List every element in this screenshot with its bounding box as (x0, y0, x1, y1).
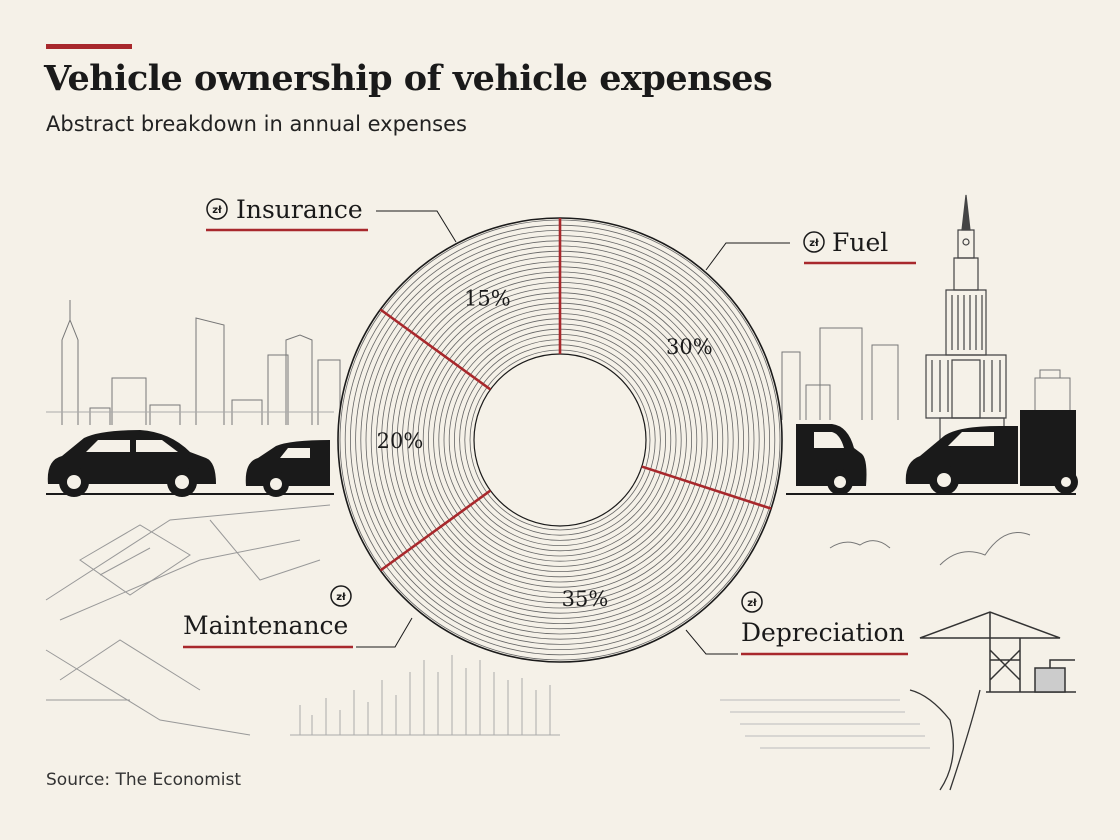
value-label-maintenance: 20% (377, 429, 424, 453)
currency-icon: zł (741, 591, 763, 613)
left-skyline-illustration (46, 300, 341, 425)
fuel-leader-line (705, 242, 790, 271)
fuel-label-group: zł Fuel (705, 228, 916, 271)
currency-icon: zł (330, 585, 352, 607)
svg-text:zł: zł (336, 592, 346, 603)
coastline-illustration (909, 689, 981, 791)
value-label-insurance: 15% (464, 286, 511, 310)
insurance-leader-line (376, 210, 457, 243)
maintenance-label-group: zł Maintenance (183, 585, 413, 649)
source-note: Source: The Economist (46, 770, 242, 790)
car-icon-left-2 (245, 440, 330, 497)
maintenance-leader-line (356, 617, 413, 648)
truck-icon (1020, 410, 1078, 494)
svg-text:zł: zł (809, 238, 819, 249)
depreciation-label-group: zł Depreciation (685, 591, 908, 656)
insurance-label: Insurance (236, 195, 363, 224)
segment-divider-insurance (379, 308, 492, 391)
value-label-depreciation: 35% (562, 587, 609, 611)
currency-icon: zł (206, 198, 228, 220)
port-crane-icon (919, 611, 1076, 693)
depreciation-leader-line (685, 629, 738, 655)
insurance-label-group: zł Insurance (206, 195, 457, 243)
chart-subtitle: Abstract breakdown in annual expenses (46, 112, 467, 136)
map-sketch-illustration (45, 504, 331, 736)
car-icon-right-1 (796, 424, 867, 495)
water-waves-illustration (720, 699, 930, 749)
donut-inner-edge (473, 353, 647, 527)
currency-icon: zł (803, 231, 825, 253)
donut-chart: 30% 35% 20% 15% (337, 217, 783, 663)
cloud-sketch (829, 532, 1031, 566)
bar-sketch-illustration (290, 655, 560, 736)
right-skyline-illustration (781, 327, 1071, 420)
car-icon-left-1 (47, 430, 217, 497)
maintenance-label: Maintenance (183, 611, 348, 640)
value-label-fuel: 30% (666, 335, 713, 359)
fuel-label: Fuel (832, 228, 888, 257)
svg-text:zł: zł (212, 205, 222, 216)
segment-divider-maintenance (379, 489, 492, 572)
car-icon-right-2 (905, 426, 1018, 495)
title-accent-bar (46, 44, 132, 49)
chart-title: Vehicle ownership of vehicle expenses (44, 58, 773, 99)
depreciation-label: Depreciation (741, 618, 905, 647)
svg-text:zł: zł (747, 598, 757, 609)
segment-divider-depreciation (641, 465, 772, 510)
palace-of-culture-icon (925, 194, 1007, 441)
